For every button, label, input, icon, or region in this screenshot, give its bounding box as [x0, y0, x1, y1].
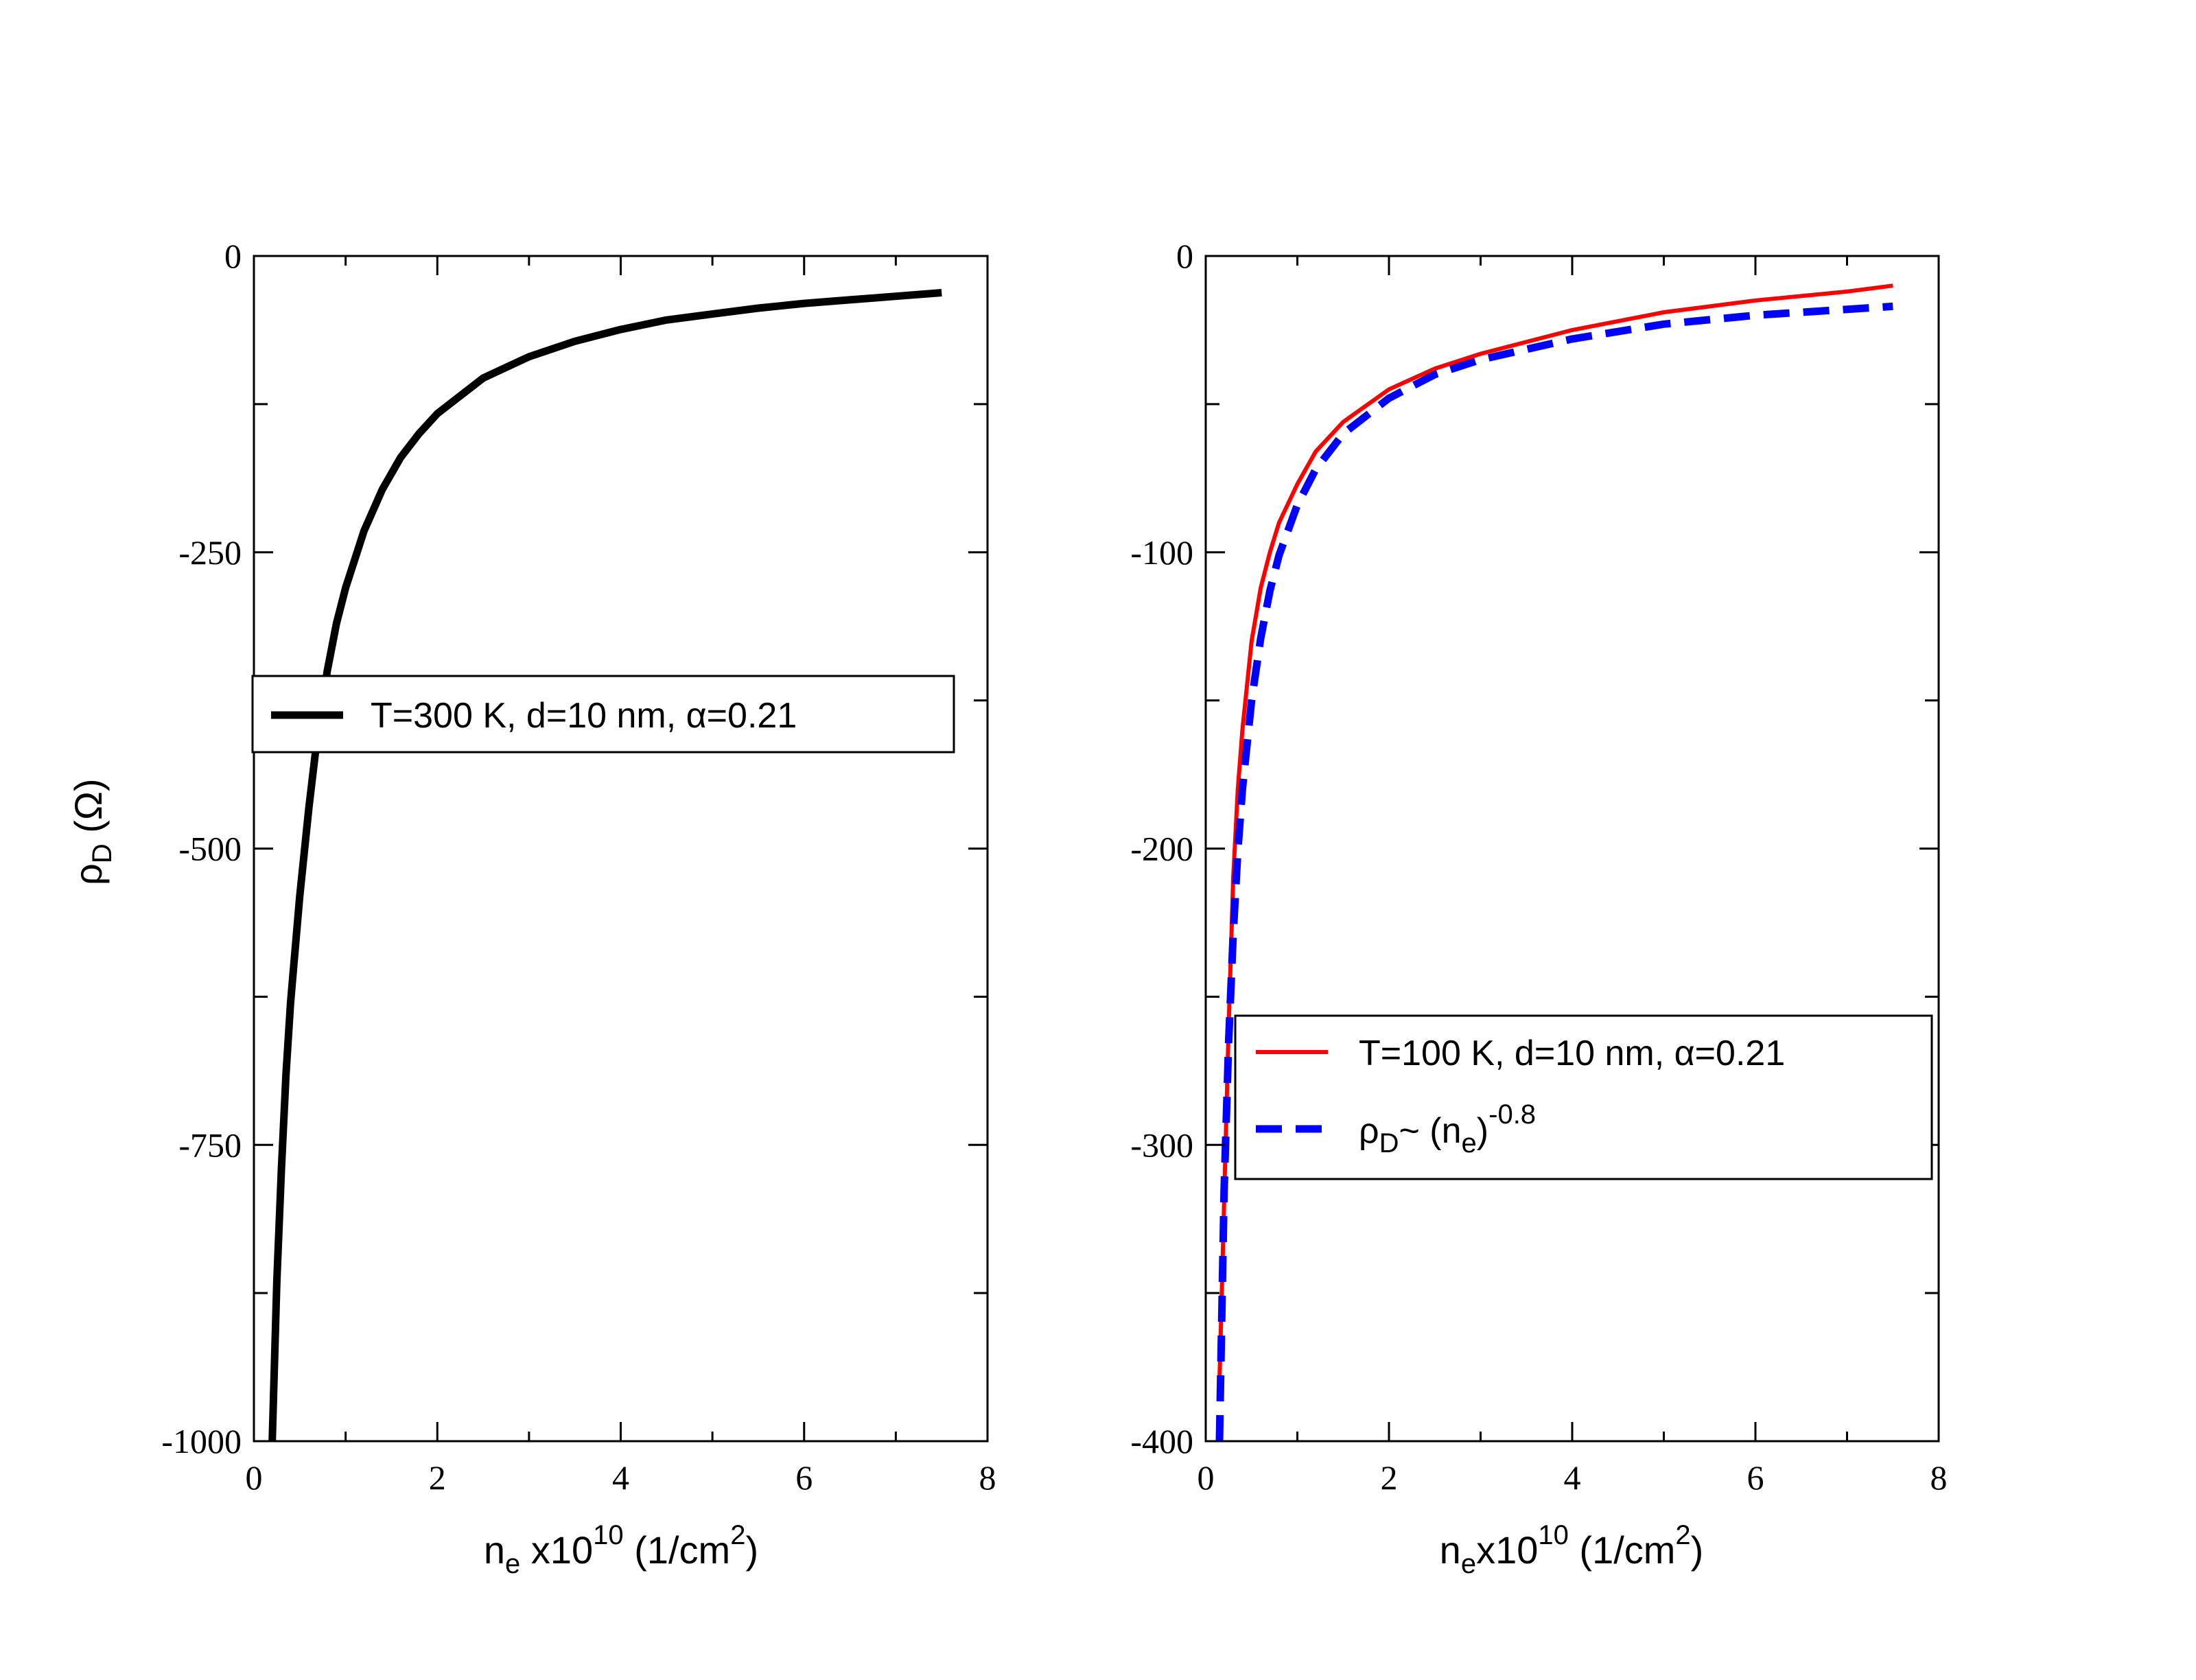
right-x-tick-label: 4 — [1564, 1458, 1581, 1497]
left-ticks-layer: 0 2 4 6 8 -1000 -750 -500 -250 0 — [161, 237, 996, 1497]
left-x-tick-label: 4 — [612, 1458, 629, 1497]
left-y-tick-label: -500 — [178, 830, 242, 868]
right-series-layer — [1215, 283, 1893, 1442]
right-legend: T=100 K, d=10 nm, α=0.21 ρD~ (ne)-0.8 — [1234, 1014, 1933, 1180]
left-y-tick-label: -750 — [178, 1125, 242, 1164]
left-plot-frame — [253, 255, 989, 1443]
right-panel: 0 2 4 6 8 -400 -300 -200 -100 0 nex1010 (1/cm2) T… — [1130, 237, 1947, 1579]
left-legend-box — [251, 675, 955, 754]
right-x-tick-label: 6 — [1747, 1458, 1764, 1497]
right-x-tick-label: 8 — [1930, 1458, 1948, 1497]
left-x-tick-label: 8 — [979, 1458, 996, 1497]
left-y-axis-label: ρD (Ω) — [67, 779, 117, 885]
left-x-tick-label: 2 — [429, 1458, 446, 1497]
left-x-tick-label: 6 — [795, 1458, 813, 1497]
right-series-line-1 — [1215, 302, 1893, 1442]
right-legend-box — [1234, 1014, 1933, 1180]
left-y-tick-label: 0 — [224, 237, 242, 275]
left-legend-label: T=300 K, d=10 nm, α=0.21 — [371, 696, 797, 736]
right-legend-label-blue: ρD~ (ne)-0.8 — [1359, 1099, 1536, 1158]
right-y-tick-label: -100 — [1130, 533, 1193, 572]
right-x-tick-label: 2 — [1381, 1458, 1398, 1497]
left-y-tick-label: -1000 — [161, 1422, 242, 1460]
left-panel: 0 2 4 6 8 -1000 -750 -500 -250 0 ρD (Ω) ne x1010 … — [67, 237, 996, 1579]
right-y-tick-label: -200 — [1130, 830, 1193, 868]
left-legend: T=300 K, d=10 nm, α=0.21 — [251, 675, 955, 754]
right-ticks-layer: 0 2 4 6 8 -400 -300 -200 -100 0 — [1130, 237, 1947, 1497]
right-legend-label-red: T=100 K, d=10 nm, α=0.21 — [1359, 1034, 1785, 1073]
left-series-layer — [268, 289, 942, 1442]
left-x-axis-label: ne x1010 (1/cm2) — [484, 1520, 758, 1579]
left-y-tick-label: -250 — [178, 533, 242, 572]
right-plot-frame — [1204, 255, 1940, 1443]
right-y-tick-label: 0 — [1176, 237, 1193, 275]
right-x-axis-label: nex1010 (1/cm2) — [1440, 1520, 1704, 1579]
left-series-line-0 — [268, 289, 942, 1442]
right-y-tick-label: -400 — [1130, 1422, 1193, 1460]
right-series-line-0 — [1217, 283, 1893, 1382]
left-x-tick-label: 0 — [246, 1458, 263, 1497]
right-y-tick-label: -300 — [1130, 1125, 1193, 1164]
right-x-tick-label: 0 — [1198, 1458, 1215, 1497]
